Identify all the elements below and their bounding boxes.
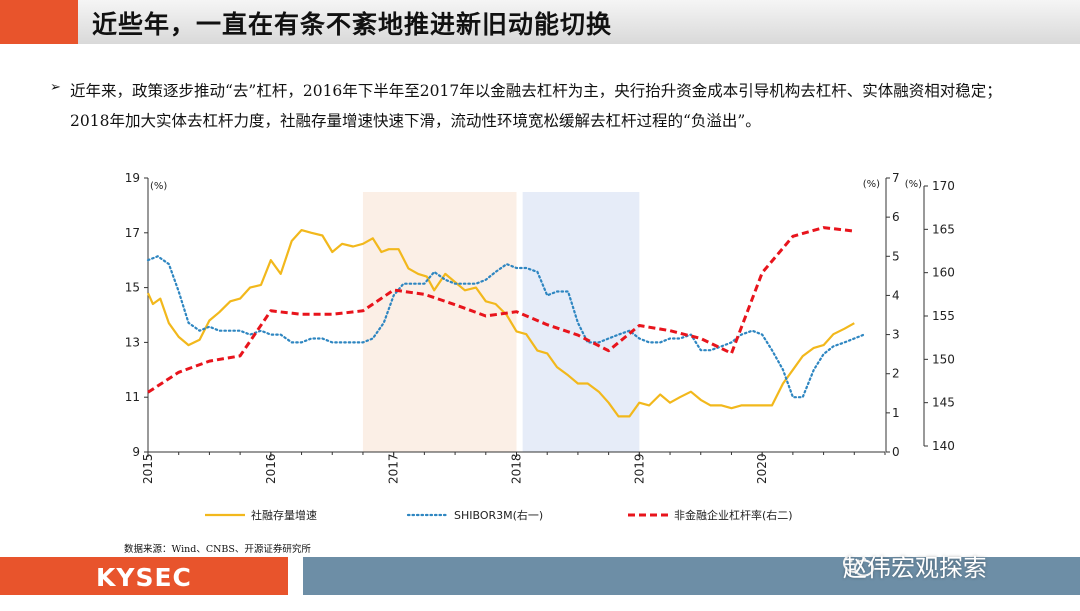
right1-tick-label: 2	[892, 367, 900, 381]
right1-tick-label: 4	[892, 288, 900, 302]
right2-tick-label: 160	[932, 266, 955, 280]
chart: 9 11 13 15 17 19 (%) 0 1 2 3 4 5 6 7 (%) 140 145 150 155 160…	[125, 171, 955, 522]
legend-label-2: SHIBOR3M(右一)	[454, 508, 543, 522]
left-tick-label: 11	[125, 390, 140, 404]
footer-brand-bar	[0, 557, 288, 595]
right2-tick-label: 145	[932, 396, 955, 410]
wechat-icon	[843, 553, 874, 577]
chart-series	[146, 226, 866, 418]
left-axis-unit: (%)	[150, 181, 167, 192]
right1-tick-label: 1	[892, 406, 900, 420]
shaded-period-2	[522, 192, 640, 452]
right1-tick-label: 7	[892, 171, 900, 185]
left-tick-label: 9	[132, 445, 140, 459]
chart-axes: 9 11 13 15 17 19 (%) 0 1 2 3 4 5 6 7 (%) 140 145 150 155 160…	[125, 171, 955, 484]
right1-tick-label: 6	[892, 210, 900, 224]
right1-tick-label: 5	[892, 249, 900, 263]
source-note: 数据来源：Wind、CNBS、开源证券研究所	[124, 544, 311, 555]
left-tick-label: 15	[125, 281, 140, 295]
brand-logo: KYSEC	[96, 563, 192, 592]
x-tick-label: 2017	[387, 453, 401, 484]
header-accent-block	[0, 0, 78, 44]
right1-tick-label: 0	[892, 445, 900, 459]
left-tick-label: 17	[125, 226, 140, 240]
right1-axis-unit: (%)	[863, 179, 880, 190]
x-tick-label: 2016	[264, 453, 278, 484]
header-bar	[78, 0, 1080, 44]
right2-tick-label: 170	[932, 179, 955, 193]
watermark: 赵伟宏观探索	[843, 554, 987, 582]
x-tick-label: 2019	[632, 453, 646, 484]
page-title: 近些年，一直在有条不紊地推进新旧动能切换	[92, 10, 613, 39]
right2-tick-label: 150	[932, 352, 955, 366]
shaded-period-1	[362, 192, 517, 452]
x-tick-label: 2018	[510, 453, 524, 484]
series-line-2	[146, 255, 866, 399]
right2-tick-label: 140	[932, 439, 955, 453]
series-line-3	[147, 226, 855, 394]
bullet-arrow-icon: ➢	[50, 80, 61, 95]
right2-axis-unit: (%)	[905, 179, 922, 190]
right2-tick-label: 165	[932, 222, 955, 236]
footer-bar	[303, 557, 1080, 595]
shaded-periods	[362, 192, 640, 452]
legend-label-3: 非金融企业杠杆率(右二)	[674, 508, 793, 522]
bullet-text: 近年来，政策逐步推动“去”杠杆，2016年下半年至2017年以金融去杠杆为主，央…	[70, 82, 1002, 130]
left-tick-label: 13	[125, 335, 140, 349]
left-tick-label: 19	[125, 171, 140, 185]
chart-legend: 社融存量增速 SHIBOR3M(右一) 非金融企业杠杆率(右二)	[205, 508, 793, 522]
x-tick-label: 2020	[755, 453, 769, 484]
legend-label-1: 社融存量增速	[251, 508, 317, 522]
right1-tick-label: 3	[892, 328, 900, 342]
x-tick-label: 2015	[141, 453, 155, 484]
right2-tick-label: 155	[932, 309, 955, 323]
series-line-1	[146, 229, 855, 418]
